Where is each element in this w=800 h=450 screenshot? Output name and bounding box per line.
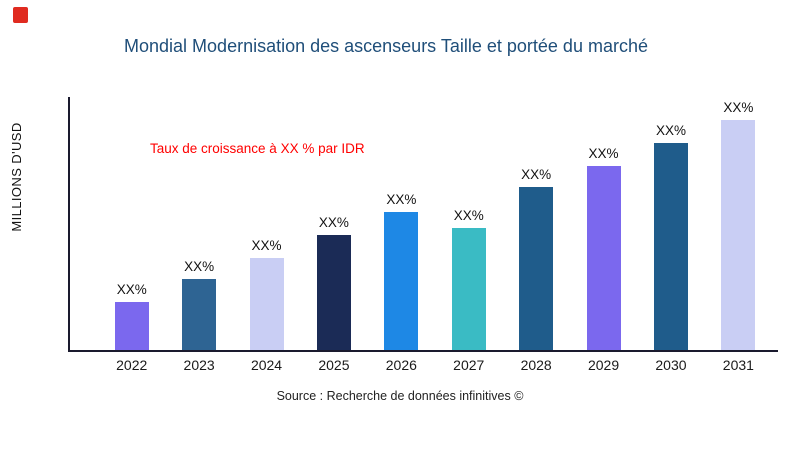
x-tick-2025: 2025 [318, 357, 350, 373]
bar-value-label: XX% [386, 192, 417, 207]
bar-column-2023: XX% [165, 259, 232, 350]
bar-2025 [316, 235, 351, 350]
source-caption: Source : Recherche de données infinitive… [276, 389, 524, 403]
bar-value-label: XX% [318, 215, 349, 230]
brand-logo-icon [13, 7, 28, 23]
bar-column-2022: XX% [98, 282, 165, 350]
x-tick-2030: 2030 [655, 357, 687, 373]
bar-2022 [114, 302, 149, 350]
x-axis-tick-labels: 2022 2023 2024 2025 2026 2027 2028 2029 2030 2031 [70, 357, 778, 373]
bar-2028 [519, 187, 554, 350]
bar-value-label: XX% [453, 208, 484, 223]
bar-2024 [249, 258, 284, 350]
x-tick-2031: 2031 [722, 357, 754, 373]
x-tick-2024: 2024 [250, 357, 283, 373]
chart-title: Mondial Modernisation des ascenseurs Tai… [124, 36, 648, 56]
x-tick-2028: 2028 [520, 357, 552, 373]
bar-column-2030: XX% [637, 123, 704, 350]
x-tick-2022: 2022 [116, 357, 148, 373]
bar-2026 [384, 212, 419, 350]
bar-column-2031: XX% [705, 100, 772, 350]
bar-value-label: XX% [723, 100, 754, 115]
bar-column-2028: XX% [502, 167, 569, 350]
bar-column-2026: XX% [368, 192, 435, 350]
bar-2029 [586, 166, 621, 350]
bar-2030 [653, 143, 688, 350]
bar-value-label: XX% [521, 167, 552, 182]
bar-value-label: XX% [588, 146, 619, 161]
bar-column-2024: XX% [233, 238, 300, 350]
x-tick-2026: 2026 [385, 357, 417, 373]
x-tick-2027: 2027 [453, 357, 485, 373]
bar-column-2025: XX% [300, 215, 367, 350]
bar-series: XX% XX% XX% XX% XX% XX% XX% XX% XX% XX% [70, 97, 778, 350]
bar-value-label: XX% [116, 282, 147, 297]
bar-value-label: XX% [655, 123, 686, 138]
growth-rate-annotation: Taux de croissance à XX % par IDR [150, 141, 365, 156]
bar-2027 [451, 228, 486, 350]
bar-2031 [721, 120, 756, 350]
plot-area: Taux de croissance à XX % par IDR XX% XX%… [68, 97, 778, 373]
bar-column-2027: XX% [435, 208, 502, 350]
y-axis-label: MILLIONS D'USD [9, 122, 24, 232]
x-tick-2029: 2029 [587, 357, 620, 373]
x-tick-2023: 2023 [183, 357, 215, 373]
bar-column-2029: XX% [570, 146, 637, 350]
bar-value-label: XX% [184, 259, 215, 274]
bar-2023 [182, 279, 217, 350]
bar-value-label: XX% [251, 238, 282, 253]
